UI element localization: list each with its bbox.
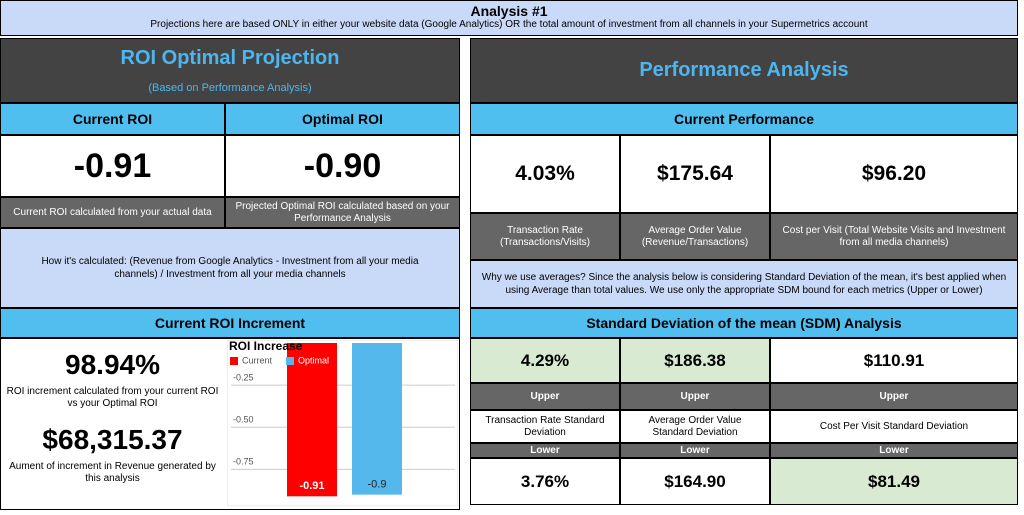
legend-label: Optimal [298, 355, 329, 365]
section-header: Current Performance [470, 103, 1018, 135]
sdm-upper: $110.91 [770, 338, 1018, 383]
roi-caption: Projected Optimal ROI calculated based o… [225, 197, 460, 228]
increment-body [0, 338, 460, 510]
subtitle: Projections here are based ONLY in eithe… [150, 19, 868, 30]
metric-value: 4.03% [470, 135, 620, 213]
y-tick-label: -0.25 [233, 372, 254, 382]
sdm-label: Lower [770, 443, 1018, 458]
metric-caption: Cost per Visit (Total Website Visits and… [770, 213, 1018, 260]
chart-title: ROI Increase [229, 340, 303, 353]
y-tick-label: -0.75 [233, 457, 254, 467]
metric-caption: Average Order Value (Revenue/Transaction… [620, 213, 770, 260]
legend-swatch [230, 357, 238, 365]
bar [352, 343, 402, 495]
sdm-upper: 4.29% [470, 338, 620, 383]
bar [287, 343, 337, 497]
title: Analysis #1 [470, 3, 548, 19]
data-label: -0.91 [299, 480, 324, 492]
panel-subtitle: (Based on Performance Analysis) [148, 82, 312, 94]
metric-caption: Transaction Rate (Transactions/Visits) [470, 213, 620, 260]
metric-value: $96.20 [770, 135, 1018, 213]
roi-caption: Current ROI calculated from your actual … [0, 197, 225, 228]
y-tick-label: -0.50 [233, 415, 254, 425]
sdm-lower: 3.76% [470, 458, 620, 505]
increment-caption: Aument of increment in Revenue generated… [9, 461, 216, 484]
roi-header: ROI Optimal Projection (Based on Perform… [0, 38, 460, 103]
sdm-upper: $186.38 [620, 338, 770, 383]
note: Why we use averages? Since the analysis … [470, 260, 1018, 308]
data-label: -0.9 [368, 479, 387, 491]
performance-header: Performance Analysis [470, 38, 1018, 103]
sdm-label: Upper [470, 383, 620, 410]
legend-swatch [286, 357, 294, 365]
panel-title: Performance Analysis [639, 59, 849, 81]
sdm-description: Transaction Rate Standard Deviation [470, 410, 620, 443]
chart-background [227, 340, 458, 506]
roi-value: -0.90 [225, 135, 460, 197]
column-label: Current ROI [0, 103, 225, 135]
sdm-label: Lower [470, 443, 620, 458]
chart: -0.25 -0.50 -0.75 -0.91 -0.9 ROI Increase Curr… [227, 340, 458, 506]
panel-title: ROI Optimal Projection [120, 47, 340, 69]
sdm-label: Upper [770, 383, 1018, 410]
explanation: How it's calculated: (Revenue from Googl… [0, 228, 460, 308]
column-label: Optimal ROI [225, 103, 460, 135]
metric-value: $175.64 [620, 135, 770, 213]
sdm-label: Lower [620, 443, 770, 458]
roi-value: -0.91 [0, 135, 225, 197]
sdm-label: Upper [620, 383, 770, 410]
header: Analysis #1 Projections here are based O… [0, 0, 1018, 36]
sdm-description: Average Order Value Standard Deviation [620, 410, 770, 443]
increment-caption: ROI increment calculated from your curre… [6, 386, 219, 409]
section-header: Standard Deviation of the mean (SDM) Ana… [470, 308, 1018, 338]
increment-value: 98.94% [65, 349, 160, 380]
legend-label: Current [242, 355, 273, 365]
section-header: Current ROI Increment [0, 308, 460, 338]
sdm-description: Cost Per Visit Standard Deviation [770, 410, 1018, 443]
sdm-lower: $81.49 [770, 458, 1018, 505]
sdm-lower: $164.90 [620, 458, 770, 505]
increment-value: $68,315.37 [42, 424, 183, 455]
